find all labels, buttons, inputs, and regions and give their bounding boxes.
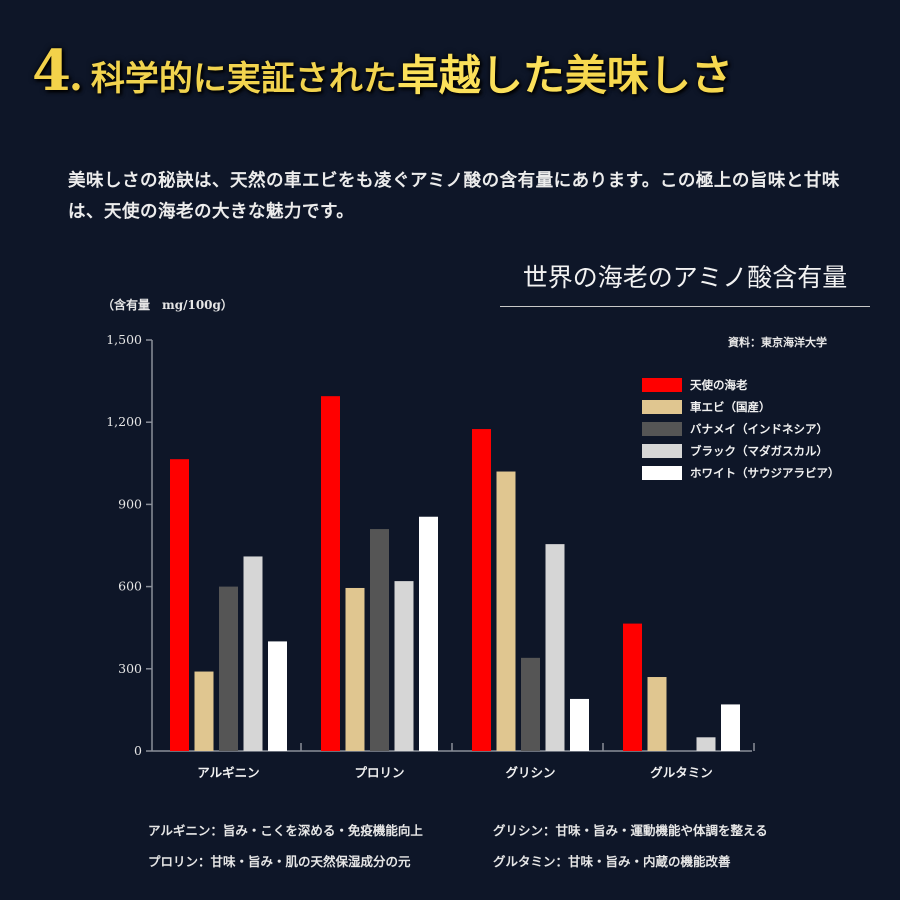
note-item: グルタミン：甘味・旨み・内蔵の機能改善 xyxy=(493,854,731,869)
bar xyxy=(647,677,667,751)
bar xyxy=(545,544,565,751)
y-tick-label: 300 xyxy=(118,661,142,676)
x-category-label: グルタミン xyxy=(650,765,713,780)
legend-item: ホワイト（サウジアラビア） xyxy=(642,462,840,484)
legend-label: バナメイ（インドネシア） xyxy=(690,422,828,436)
note-item: アルギニン：旨み・こくを深める・免疫機能向上 xyxy=(148,823,423,838)
note-item: プロリン：甘味・旨み・肌の天然保湿成分の元 xyxy=(148,854,411,869)
x-category-label: アルギニン xyxy=(197,765,259,780)
legend-swatch xyxy=(642,466,682,480)
legend-label: 天使の海老 xyxy=(690,378,748,392)
bar xyxy=(243,556,263,751)
headline-part3: 美味しさ xyxy=(564,51,733,100)
legend-swatch xyxy=(642,444,682,458)
unit-label: （含有量 mg/100g） xyxy=(102,298,233,312)
y-tick-label: 900 xyxy=(118,496,142,511)
bar xyxy=(696,737,716,751)
bar xyxy=(370,529,389,751)
y-tick-label: 0 xyxy=(134,743,142,758)
headline: 4 . 科学的に実証された 卓越した 美味しさ xyxy=(32,38,733,104)
chart-heading: 世界の海老のアミノ酸含有量 xyxy=(500,258,870,307)
headline-dot: . xyxy=(68,53,83,100)
bar xyxy=(570,698,589,751)
headline-part2: 卓越した xyxy=(396,51,565,100)
source-label: 資料：東京海洋大学 xyxy=(728,336,827,349)
y-tick-label: 600 xyxy=(118,579,142,594)
bar xyxy=(623,623,642,751)
legend-swatch xyxy=(642,400,682,414)
bar xyxy=(345,587,365,751)
legend: 天使の海老車エビ（国産） バナメイ（インドネシア） ブラック（マダガスカル） ホワイト… xyxy=(642,374,840,484)
legend-item: 車エビ（国産） xyxy=(642,396,840,418)
notes: アルギニン：旨み・こくを深める・免疫機能向上 グリシン：甘味・旨み・運動機能や体調… xyxy=(148,820,848,870)
note-item: グリシン：甘味・旨み・運動機能や体調を整える xyxy=(493,823,768,838)
bar xyxy=(721,704,740,751)
legend-item: ブラック（マダガスカル） xyxy=(642,440,840,462)
legend-label: ブラック（マダガスカル） xyxy=(690,444,828,458)
legend-label: ホワイト（サウジアラビア） xyxy=(690,466,840,480)
bar xyxy=(219,586,238,751)
headline-part1: 科学的に実証された xyxy=(90,59,397,99)
x-category-label: グリシン xyxy=(505,765,555,780)
legend-item: バナメイ（インドネシア） xyxy=(642,418,840,440)
bar xyxy=(419,516,438,751)
legend-label: 車エビ（国産） xyxy=(690,400,771,414)
bar xyxy=(496,471,516,751)
bar xyxy=(472,429,491,751)
bar xyxy=(268,641,287,751)
bar xyxy=(394,581,414,751)
legend-swatch xyxy=(642,378,682,392)
legend-item: 天使の海老 xyxy=(642,374,840,396)
legend-swatch xyxy=(642,422,682,436)
intro-text: 美味しさの秘訣は、天然の車エビをも凌ぐアミノ酸の含有量にあります。この極上の旨味… xyxy=(68,171,840,222)
bar xyxy=(170,459,189,751)
bar xyxy=(194,671,214,751)
y-tick-label: 1,500 xyxy=(106,332,142,347)
x-category-label: プロリン xyxy=(354,765,404,780)
y-tick-label: 1,200 xyxy=(106,414,142,429)
headline-number: 4 xyxy=(32,38,71,104)
bar xyxy=(521,657,540,751)
bar xyxy=(321,396,340,751)
